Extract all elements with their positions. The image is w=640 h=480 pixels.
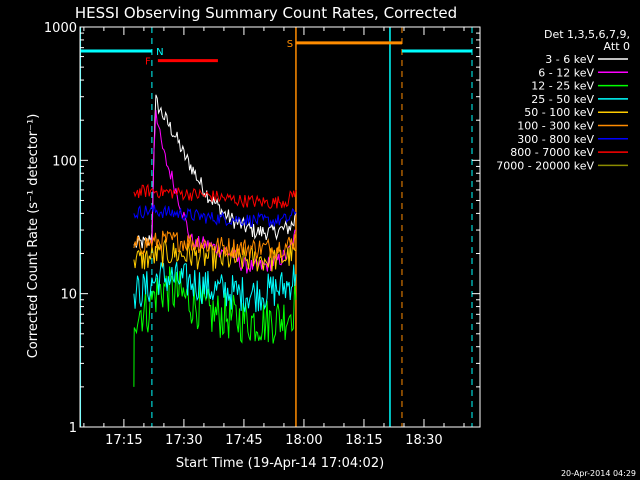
x-tick-label-3: 18:00 [285,433,322,448]
flag-label-f: F [145,57,151,68]
legend-label-1: 6 - 12 keV [538,66,594,79]
flag-label-s: S [287,39,293,50]
legend-label-7: 800 - 7000 keV [510,146,594,159]
y-tick-label-2: 100 [52,154,77,169]
legend-label-4: 50 - 100 keV [524,106,594,119]
legend-label-3: 25 - 50 keV [531,93,594,106]
x-tick-label-2: 17:45 [225,433,262,448]
x-tick-label-5: 18:30 [405,433,442,448]
series-line-6 [133,204,297,228]
legend-label-2: 12 - 25 keV [531,80,594,93]
x-axis-label: Start Time (19-Apr-14 17:04:02) [176,456,384,471]
flag-label-n: N [156,47,163,58]
plot-frame [79,26,481,428]
series-line-7 [133,183,297,209]
y-axis-label: Corrected Count Rate (s⁻¹ detector⁻¹) [26,114,41,359]
legend-label-5: 100 - 300 keV [517,120,594,133]
legend-label-0: 3 - 6 keV [545,53,594,66]
x-tick-label-1: 17:30 [165,433,202,448]
x-tick-label-4: 18:15 [345,433,382,448]
chart-title: HESSI Observing Summary Count Rates, Cor… [75,4,457,22]
y-tick-label-1: 10 [60,288,77,303]
plot-layer: FN S [79,27,473,427]
series-line-3 [133,261,297,313]
legend-label-8: 7000 - 20000 keV [496,159,594,172]
axes-layer: 17:15 17:30 17:45 18:00 18:15 18:30 1 10 100 1000 [44,21,480,448]
x-tick-label-0: 17:15 [105,433,142,448]
legend-header-line-2: Att 0 [604,40,630,53]
series-line-5 [133,230,297,260]
y-tick-label-3: 1000 [44,21,77,36]
series-line-0 [133,94,297,249]
series-line-4 [133,238,297,272]
legend-header-line-1: Det 1,3,5,6,7,9, [544,28,630,41]
footer-timestamp: 20-Apr-2014 04:29 [561,469,636,478]
y-tick-label-0: 1 [69,421,77,436]
legend-label-6: 300 - 800 keV [517,133,594,146]
